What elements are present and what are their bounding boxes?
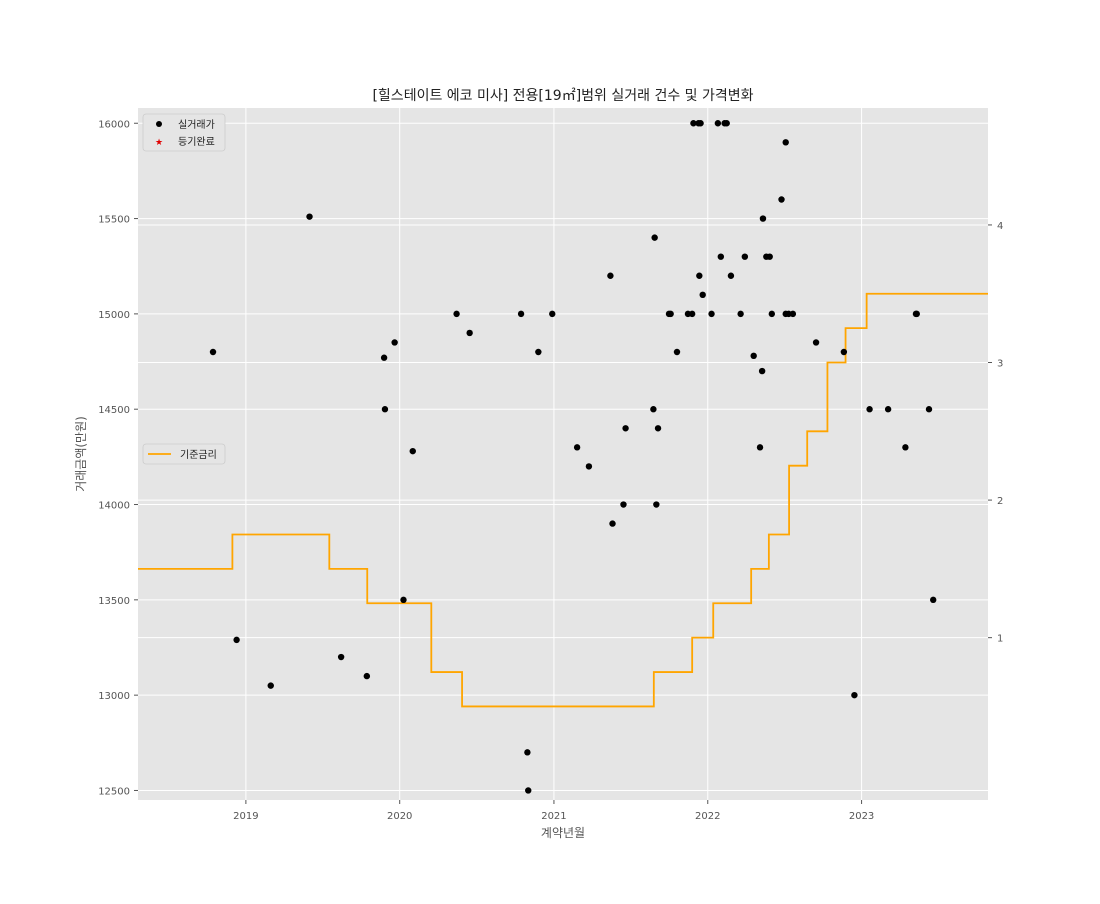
- trade-point: [650, 406, 657, 413]
- y-tick-label: 15000: [98, 310, 130, 321]
- trade-point: [466, 329, 473, 337]
- trade-point: [737, 310, 744, 318]
- trade-point: [766, 253, 773, 260]
- trade-point: [768, 310, 776, 318]
- legend-registered-label: 등기완료: [178, 136, 215, 148]
- x-tick-label: 2022: [695, 811, 720, 822]
- trade-point: [741, 253, 749, 260]
- y2-tick-label: 4: [997, 221, 1003, 232]
- rate-step-line: [138, 292, 988, 708]
- y-tick-label: 12500: [98, 786, 130, 797]
- legend-top-box: [142, 113, 226, 152]
- trade-point: [524, 749, 531, 756]
- trade-point: [902, 444, 909, 451]
- trade-point: [759, 215, 767, 222]
- trade-point: [400, 596, 407, 604]
- trade-point: [699, 291, 706, 299]
- trade-point: [708, 310, 715, 318]
- trade-point: [812, 339, 820, 346]
- trade-point: [688, 310, 696, 318]
- trade-point: [930, 596, 937, 604]
- legend-rate-label: 기준금리: [180, 449, 217, 461]
- trade-point: [380, 354, 388, 361]
- y-tick-label: 13500: [98, 596, 130, 607]
- y2-tick-label: 3: [997, 359, 1003, 370]
- trade-point: [727, 272, 735, 279]
- trade-point: [884, 406, 892, 413]
- legend-mid: 기준금리: [142, 443, 226, 465]
- trade-point: [607, 272, 614, 279]
- legend-top: 실거래가 ★ 등기완료: [142, 113, 226, 152]
- trade-point: [622, 425, 629, 432]
- trade-point: [654, 425, 662, 432]
- trade-point: [651, 234, 658, 241]
- x-tick-label: 2020: [387, 811, 412, 822]
- y-tick-label: 13000: [98, 691, 130, 702]
- y-tick-label: 14000: [98, 501, 130, 512]
- trade-point: [782, 139, 789, 146]
- trade-point: [673, 348, 681, 356]
- y2-tick-label: 2: [997, 496, 1003, 507]
- trade-points-layer: [209, 120, 937, 794]
- trade-point: [925, 406, 933, 413]
- trade-point: [209, 348, 217, 356]
- trade-point: [233, 636, 240, 644]
- x-tick-label: 2021: [541, 811, 566, 822]
- trade-point: [851, 691, 858, 699]
- y-tick-label: 15500: [98, 215, 130, 226]
- y-tick-label: 14500: [98, 405, 130, 416]
- trade-point: [409, 447, 416, 455]
- grid-lines: [138, 108, 988, 800]
- legend-trade-marker: [156, 121, 162, 127]
- plot-area: [138, 108, 988, 800]
- x-tick-label: 2023: [849, 811, 874, 822]
- trade-point: [549, 310, 556, 318]
- trade-point: [609, 520, 616, 527]
- x-axis-ticks: 2019 2020 2021 2022 2023: [233, 800, 874, 822]
- trade-point: [696, 272, 703, 279]
- trade-point: [267, 682, 274, 689]
- trade-point: [620, 501, 627, 508]
- trade-point: [573, 444, 581, 451]
- trade-point: [585, 463, 593, 470]
- y-tick-label: 16000: [98, 119, 130, 130]
- trade-point: [714, 120, 722, 127]
- trade-point: [337, 653, 345, 661]
- trade-point: [756, 444, 764, 451]
- trade-point: [381, 406, 389, 413]
- trade-point: [306, 213, 313, 220]
- trade-point: [690, 120, 697, 127]
- trade-point: [697, 120, 704, 127]
- legend-registered-marker: ★: [155, 138, 163, 148]
- rate-line-layer: [138, 292, 988, 708]
- trade-point: [453, 310, 460, 318]
- legend-mid-box: [142, 443, 226, 465]
- trade-point: [778, 196, 785, 203]
- trade-point: [789, 310, 797, 318]
- trade-point: [391, 339, 398, 346]
- trade-point: [750, 352, 757, 360]
- trade-point: [840, 348, 848, 356]
- trade-point: [525, 787, 532, 794]
- trade-point: [866, 406, 873, 413]
- trade-point: [363, 672, 371, 680]
- y-axis-ticks: 12500 13000 13500 14000 14500 15000 15500 16000: [98, 119, 138, 797]
- trade-point: [758, 367, 766, 375]
- trade-point: [723, 120, 730, 127]
- trade-point: [653, 501, 660, 508]
- chart-title: [힐스테이트 에코 미사] 전용[19㎡]범위 실거래 건수 및 가격변화: [372, 88, 753, 104]
- trade-point: [913, 310, 920, 318]
- trade-point: [667, 310, 674, 318]
- trade-point: [517, 310, 525, 318]
- y2-axis-ticks: 1 2 3 4: [988, 221, 1003, 645]
- x-tick-label: 2019: [233, 811, 258, 822]
- y-axis-label: 거래금액(만원): [74, 416, 88, 492]
- trade-point: [535, 348, 542, 356]
- x-axis-label: 계약년월: [541, 825, 585, 840]
- y2-tick-label: 1: [997, 634, 1003, 645]
- trade-point: [717, 253, 725, 260]
- legend-trade-label: 실거래가: [178, 119, 215, 131]
